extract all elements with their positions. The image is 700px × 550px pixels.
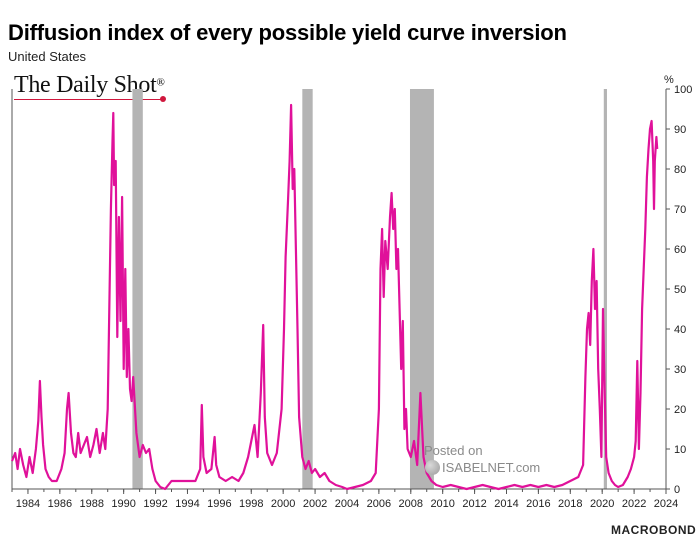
logo-underline bbox=[14, 99, 161, 100]
x-tick-label: 2012 bbox=[462, 498, 486, 510]
y-tick-label: 70 bbox=[674, 204, 686, 216]
x-tick-label: 1986 bbox=[48, 498, 72, 510]
y-tick-label: 10 bbox=[674, 444, 686, 456]
y-unit-label: % bbox=[664, 74, 674, 86]
y-tick-label: 20 bbox=[674, 404, 686, 416]
watermark-site: ISABELNET.com bbox=[442, 460, 541, 475]
x-tick-label: 2014 bbox=[494, 498, 518, 510]
x-tick-label: 2016 bbox=[526, 498, 550, 510]
x-tick-label: 1990 bbox=[111, 498, 135, 510]
isabelnet-watermark: Posted on ISABELNET.com bbox=[424, 443, 540, 475]
y-tick-label: 60 bbox=[674, 244, 686, 256]
y-tick-label: 90 bbox=[674, 124, 686, 136]
recession-bands bbox=[132, 89, 607, 489]
x-tick-label: 2004 bbox=[335, 498, 359, 510]
y-tick-label: 0 bbox=[674, 484, 680, 496]
macrobond-logo: MACROBOND bbox=[611, 523, 697, 537]
x-tick-label: 2020 bbox=[590, 498, 614, 510]
y-tick-label: 40 bbox=[674, 324, 686, 336]
x-tick-label: 2022 bbox=[622, 498, 646, 510]
y-tick-label: 30 bbox=[674, 364, 686, 376]
chart-title: Diffusion index of every possible yield … bbox=[8, 20, 567, 45]
x-tick-label: 2024 bbox=[654, 498, 678, 510]
globe-icon bbox=[425, 460, 440, 475]
x-tick-label: 1988 bbox=[80, 498, 104, 510]
x-tick-label: 2008 bbox=[399, 498, 423, 510]
x-tick-label: 2002 bbox=[303, 498, 327, 510]
recession-band bbox=[409, 89, 434, 489]
logo-registered-mark: ® bbox=[156, 76, 165, 89]
x-tick-label: 2010 bbox=[430, 498, 454, 510]
recession-band bbox=[603, 89, 607, 489]
recession-band bbox=[132, 89, 143, 489]
chart-series bbox=[10, 103, 659, 491]
logo-dot-icon bbox=[160, 96, 166, 102]
x-tick-label: 1996 bbox=[207, 498, 231, 510]
y-tick-label: 50 bbox=[674, 284, 686, 296]
x-tick-label: 2018 bbox=[558, 498, 582, 510]
x-tick-label: 1984 bbox=[16, 498, 40, 510]
watermark-posted-on: Posted on bbox=[424, 443, 483, 458]
x-tick-label: 2006 bbox=[367, 498, 391, 510]
x-tick-label: 2000 bbox=[271, 498, 295, 510]
y-tick-label: 100 bbox=[674, 84, 692, 96]
diffusion-index-line bbox=[10, 103, 659, 491]
x-tick-label: 1994 bbox=[175, 498, 199, 510]
chart-subtitle: United States bbox=[8, 49, 87, 64]
x-tick-label: 1992 bbox=[143, 498, 167, 510]
recession-band bbox=[302, 89, 313, 489]
y-tick-label: 80 bbox=[674, 164, 686, 176]
chart-axes: 0 10 20 30 40 50 60 70 80 90 100% 1984 1986 1988 1990 1… bbox=[11, 74, 692, 510]
x-tick-label: 1998 bbox=[239, 498, 263, 510]
